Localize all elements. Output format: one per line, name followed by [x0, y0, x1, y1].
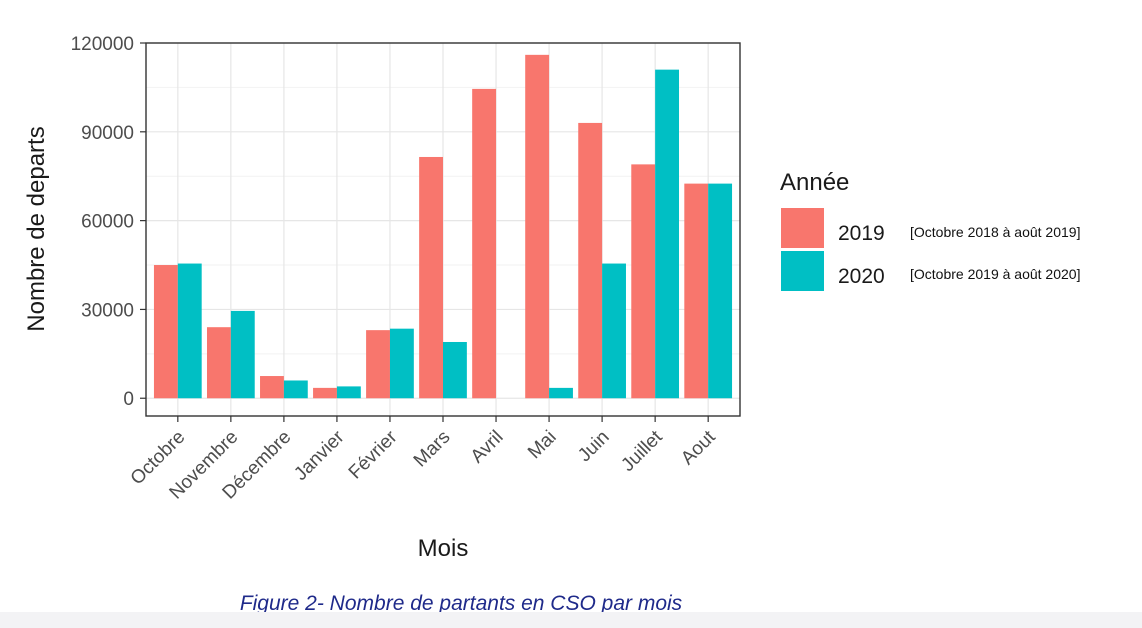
legend-title: Année — [780, 169, 849, 196]
bar-2019-juillet — [631, 164, 656, 399]
bar-2020-février — [389, 328, 414, 399]
bar-2020-novembre — [230, 310, 255, 399]
bar-2019-juin — [578, 122, 603, 399]
x-tick-label: Aout — [677, 426, 720, 469]
bar-2020-janvier — [336, 386, 361, 399]
bar-2020-mars — [443, 341, 467, 399]
legend-swatch-2019 — [781, 208, 824, 248]
y-axis: 0 30000 60000 90000 120000 — [71, 34, 146, 410]
bar-2020-octobre — [177, 263, 202, 399]
bar-2019-aout — [684, 183, 709, 399]
legend-note-2020: [Octobre 2019 à août 2020] — [910, 266, 1080, 282]
x-tick-label: Mars — [410, 427, 455, 472]
legend-swatch-2020 — [781, 251, 824, 291]
legend-label-2020: 2020 — [838, 265, 885, 288]
bar-2020-juin — [602, 263, 626, 399]
legend-label-2019: 2019 — [838, 222, 885, 245]
x-tick-label: Février — [345, 426, 402, 483]
page-bottom-strip — [0, 612, 1142, 628]
bar-2019-mars — [419, 156, 443, 399]
bar-2020-décembre — [283, 380, 308, 399]
y-axis-title: Nombre de departs — [23, 126, 50, 331]
bar-2020-mai — [549, 387, 573, 399]
bar-2019-décembre — [260, 376, 284, 399]
legend-note-2019: [Octobre 2018 à août 2019] — [910, 224, 1080, 240]
x-tick-label: Avril — [467, 427, 508, 468]
x-axis-title: Mois — [418, 535, 469, 562]
x-tick-label: Mai — [524, 427, 561, 464]
y-tick-label: 90000 — [81, 123, 134, 144]
bar-2019-mai — [525, 54, 550, 399]
x-tick-label: Juin — [574, 427, 613, 466]
bar-2019-février — [366, 330, 390, 399]
legend: Année 2019 2020 [Octobre 2018 à août 201… — [780, 169, 1080, 291]
y-tick-label: 120000 — [71, 34, 134, 55]
figure-caption: Figure 2- Nombre de partants en CSO par … — [240, 592, 683, 615]
bar-2020-aout — [708, 183, 733, 399]
y-tick-label: 60000 — [81, 212, 134, 233]
y-tick-label: 30000 — [81, 300, 134, 321]
bars — [153, 54, 733, 399]
bar-2020-juillet — [655, 69, 680, 399]
y-tick-label: 0 — [123, 389, 134, 410]
bar-2019-avril — [472, 88, 497, 399]
bar-2019-octobre — [153, 265, 178, 399]
bar-2019-novembre — [206, 327, 231, 399]
bar-2019-janvier — [313, 387, 337, 399]
x-tick-label: Janvier — [290, 426, 349, 485]
x-tick-label: Juillet — [617, 426, 667, 476]
